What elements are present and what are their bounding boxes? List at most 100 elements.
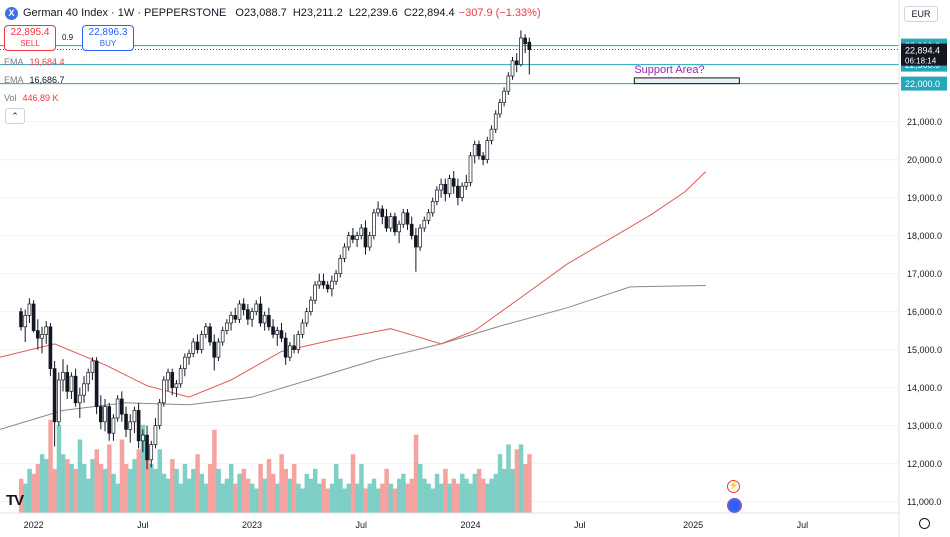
candle-body	[376, 208, 380, 214]
buy-button[interactable]: 22,896.3 BUY	[82, 25, 134, 51]
candle-body	[477, 144, 481, 157]
ema-slow-line	[0, 285, 706, 430]
sell-price: 22,895.4	[10, 27, 50, 38]
spread-value: 0.9	[62, 33, 74, 42]
indicator-ema-slow[interactable]: EMA 16,686.7	[4, 75, 65, 85]
candle-body	[225, 322, 229, 331]
candle-body	[132, 410, 137, 423]
candle-body	[439, 183, 443, 191]
candle-body	[233, 315, 238, 320]
support-lines	[0, 45, 899, 85]
volume-bar	[262, 478, 268, 513]
volume-bar	[178, 483, 184, 513]
time-axis[interactable]: 2022 Jul 2023 Jul 2024 Jul 2025 Jul	[24, 520, 809, 530]
indicator-volume[interactable]: Vol 446.89 K	[4, 93, 59, 103]
volume-bar	[279, 454, 284, 513]
candle-body	[157, 402, 162, 426]
lightning-icon[interactable]: ⚡	[727, 480, 740, 493]
volume-bar	[128, 468, 133, 513]
price-tick-label: 12,000.0	[907, 459, 942, 469]
candle-body	[485, 140, 490, 160]
candle-body	[414, 235, 418, 248]
volume-bar	[98, 464, 104, 513]
volume-bar	[359, 464, 364, 513]
candle-body	[111, 417, 116, 434]
support-area-box	[633, 77, 740, 85]
symbol-logo-icon[interactable]: X	[5, 6, 18, 20]
volume-bar	[518, 444, 524, 513]
candle-body	[443, 183, 448, 195]
close-value: 22,894.4	[411, 7, 455, 19]
candle-body	[493, 113, 498, 130]
volume-bar	[23, 483, 28, 513]
time-tick-label: 2022	[24, 520, 44, 530]
candle-body	[346, 235, 351, 248]
candle-body	[304, 311, 309, 324]
countdown-tag: 06:18:14	[905, 57, 937, 66]
volume-bar	[94, 449, 100, 513]
price-axis[interactable]: 23,000.022,000.021,000.020,000.019,000.0…	[907, 41, 942, 507]
candle-body	[279, 330, 284, 339]
volume-bar	[367, 483, 373, 513]
volume-bar	[111, 473, 116, 513]
volume-bar	[523, 464, 528, 513]
volume-bar	[338, 478, 343, 513]
currency-selector[interactable]: EUR	[904, 6, 938, 22]
candle-body	[195, 341, 200, 350]
candle-body	[388, 216, 393, 229]
volume-bar	[144, 459, 150, 513]
candle-body	[451, 178, 456, 187]
settings-icon[interactable]	[919, 518, 930, 529]
sell-button[interactable]: 22,895.4 SELL	[4, 25, 56, 51]
sell-label: SELL	[20, 39, 40, 48]
candle-body	[384, 216, 389, 229]
volume-bar	[212, 429, 217, 513]
candle-body	[115, 398, 120, 419]
volume-bar	[245, 478, 251, 513]
volume-bar	[329, 483, 335, 513]
volume-bar	[81, 464, 87, 513]
candle-body	[162, 379, 166, 404]
volume-bar	[275, 483, 280, 513]
candle-body	[48, 326, 53, 369]
symbol-title[interactable]: German 40 Index · 1W · PEPPERSTONE	[23, 7, 227, 19]
price-change: −307.9 (−1.33%)	[458, 7, 541, 19]
volume-bar	[514, 449, 520, 513]
candle-body	[262, 315, 267, 324]
candle-body	[435, 189, 439, 202]
candle-body	[204, 326, 208, 335]
volume-bar	[447, 483, 452, 513]
volume-bar	[430, 488, 436, 513]
candle-body	[145, 434, 149, 461]
volume-bar	[207, 464, 213, 513]
volume-bar	[300, 488, 305, 513]
indicator-ema-fast[interactable]: EMA 19,684.4	[4, 57, 65, 67]
indicator-name: EMA	[4, 75, 24, 85]
candle-body	[136, 410, 141, 442]
support-area[interactable]: Support Area?	[633, 64, 740, 85]
time-tick-label: 2024	[460, 520, 480, 530]
open-value: 23,088.7	[243, 7, 287, 19]
time-tick-label: Jul	[356, 520, 368, 530]
candle-body	[153, 425, 158, 445]
buy-label: BUY	[99, 39, 117, 48]
candle-body	[69, 375, 74, 392]
candle-body	[212, 341, 217, 358]
price-tick-label: 20,000.0	[907, 155, 942, 165]
flag-icon[interactable]	[727, 498, 742, 513]
candle-body	[141, 434, 145, 442]
collapse-indicators-button[interactable]: ⌃	[5, 108, 25, 124]
volume-bar	[434, 473, 440, 513]
volume-bar	[102, 468, 108, 513]
candle-body	[372, 212, 376, 236]
chevron-up-icon: ⌃	[11, 111, 19, 121]
candle-body	[506, 75, 511, 92]
candle-body	[258, 303, 263, 324]
candle-body	[120, 398, 124, 415]
tradingview-logo[interactable]: TV	[6, 492, 24, 509]
volume-bar	[506, 444, 511, 513]
candle-body	[283, 337, 288, 358]
volume-bar	[380, 483, 385, 513]
volume-bar	[464, 478, 469, 513]
